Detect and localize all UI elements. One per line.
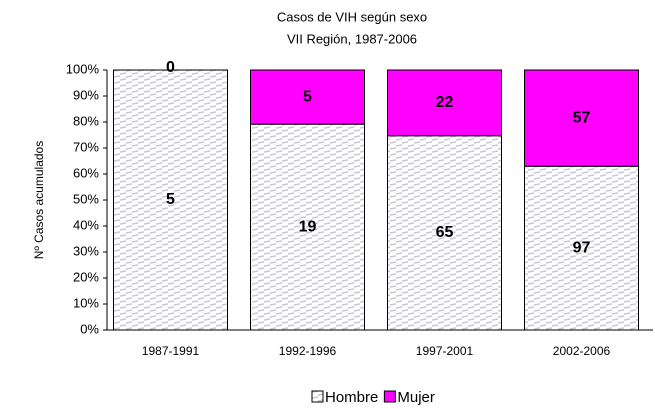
data-label: 5: [303, 88, 312, 105]
data-label: 19: [299, 218, 317, 235]
bar-segment: [387, 135, 502, 331]
data-label: 22: [436, 94, 454, 111]
y-axis-label: Nº Casos acumulados: [32, 141, 46, 259]
x-tick-label: 1987-1991: [142, 344, 200, 358]
chart-title: Casos de VIH según sexo: [277, 9, 427, 24]
y-tick-label: 70%: [73, 139, 99, 154]
x-tick-label: 2002-2006: [553, 344, 611, 358]
data-label: 65: [436, 224, 454, 241]
data-label: 97: [573, 239, 591, 256]
legend-label: Hombre: [325, 389, 378, 406]
x-tick-label: 1992-1996: [279, 344, 337, 358]
bar-segment: [113, 69, 228, 331]
y-tick-label: 100%: [66, 61, 100, 76]
y-tick-label: 50%: [73, 191, 99, 206]
x-tick-label: 1997-2001: [416, 344, 474, 358]
y-tick-label: 80%: [73, 113, 99, 128]
legend-label: Mujer: [397, 389, 435, 406]
data-label: 5: [166, 191, 175, 208]
y-tick-label: 0%: [80, 321, 99, 336]
y-tick-label: 20%: [73, 269, 99, 284]
chart-subtitle: VII Región, 1987-2006: [287, 31, 417, 46]
bar-segment: [524, 165, 639, 331]
legend-swatch: [311, 390, 324, 403]
bar-segment: [387, 69, 502, 137]
data-label: 0: [166, 59, 175, 76]
y-tick-label: 10%: [73, 295, 99, 310]
bar-segment: [250, 123, 365, 331]
bar-segment: [250, 69, 365, 125]
data-label: 57: [573, 109, 591, 126]
legend-swatch: [383, 390, 396, 403]
bar-segment: [524, 69, 639, 167]
y-tick-label: 60%: [73, 165, 99, 180]
y-tick-label: 90%: [73, 87, 99, 102]
y-tick-label: 40%: [73, 217, 99, 232]
y-tick-label: 30%: [73, 243, 99, 258]
